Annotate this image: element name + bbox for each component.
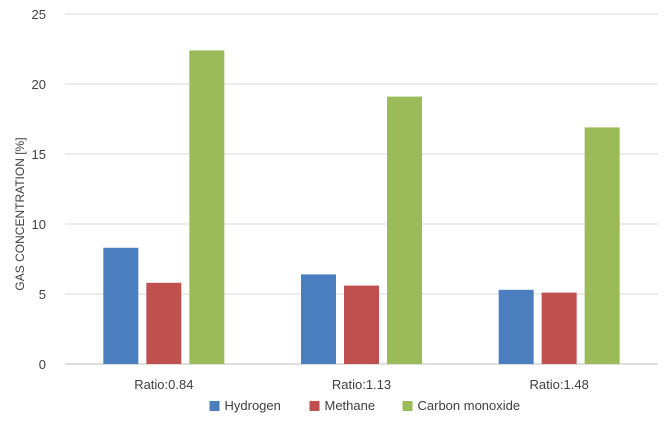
bar-carbon-monoxide (584, 127, 620, 365)
y-tick-label: 20 (32, 77, 46, 92)
bar-carbon-monoxide (189, 50, 225, 365)
y-axis-ticks: 0 5 10 15 20 25 (32, 7, 46, 372)
y-axis-title: GAS CONCENTRATION [%] (13, 137, 27, 290)
y-tick-label: 25 (32, 7, 46, 22)
bar-hydrogen (301, 274, 336, 364)
bar-hydrogen (103, 247, 139, 364)
x-axis-ticks: Ratio:0.84 Ratio:1.13 Ratio:1.48 (134, 377, 589, 392)
legend-swatch (402, 401, 413, 411)
legend-label: Methane (325, 398, 376, 413)
y-tick-label: 10 (32, 217, 46, 232)
bar-methane (146, 282, 182, 364)
y-tick-label: 0 (39, 357, 46, 372)
legend: Hydrogen Methane Carbon monoxide (209, 398, 521, 413)
x-tick-label: Ratio:0.84 (134, 377, 193, 392)
y-tick-label: 15 (32, 147, 46, 162)
legend-label: Hydrogen (225, 398, 281, 413)
legend-swatch (209, 401, 220, 411)
bar-hydrogen (498, 289, 534, 364)
y-tick-label: 5 (39, 287, 46, 302)
bars (103, 50, 620, 365)
x-tick-label: Ratio:1.13 (332, 377, 391, 392)
bar-methane (541, 292, 577, 364)
legend-swatch (309, 401, 320, 411)
bar-methane (344, 285, 379, 364)
bar-carbon-monoxide (387, 96, 422, 364)
legend-label: Carbon monoxide (418, 398, 521, 413)
x-tick-label: Ratio:1.48 (530, 377, 589, 392)
